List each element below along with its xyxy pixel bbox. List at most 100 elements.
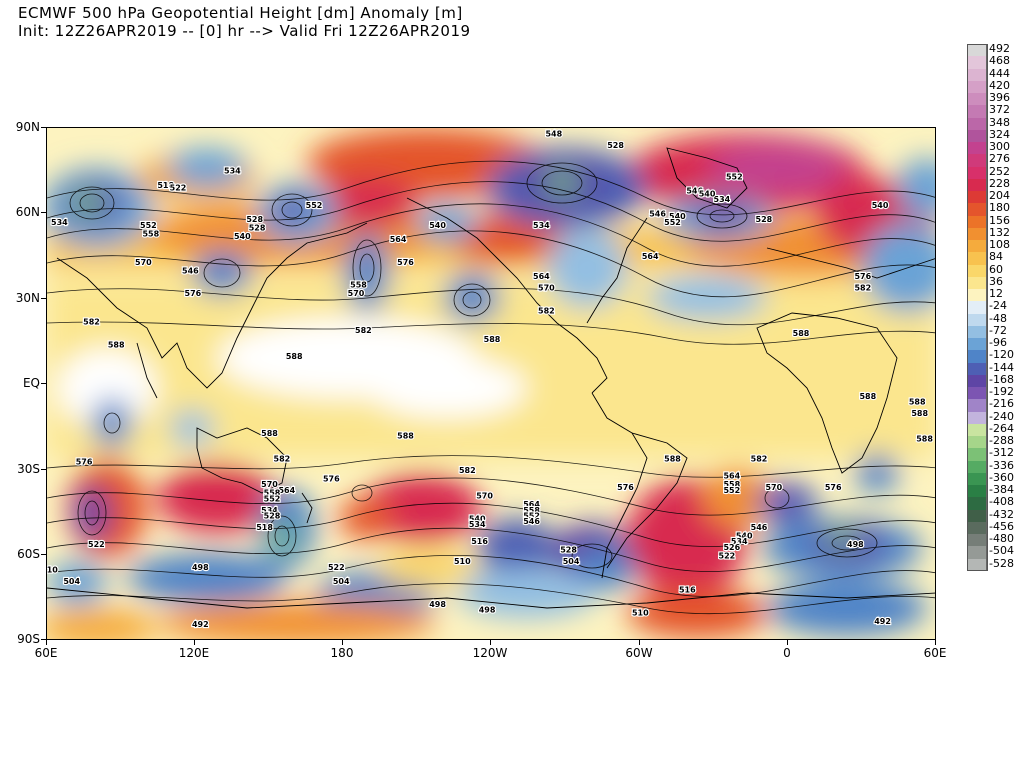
colorbar-level: 444 [967, 67, 1021, 81]
contour-label: 588 [664, 454, 681, 463]
contour-label: 498 [479, 606, 496, 615]
contour-label: 570 [135, 258, 152, 267]
colorbar-swatch [967, 534, 987, 547]
colorbar-swatch [967, 338, 987, 351]
colorbar-swatch [967, 264, 987, 277]
colorbar-label: 132 [989, 225, 1010, 239]
colorbar-swatch [967, 105, 987, 118]
contour-label: 570 [476, 492, 493, 501]
north-america-east-coast [586, 217, 648, 324]
colorbar-level: -432 [967, 508, 1021, 522]
height-contours [47, 160, 935, 615]
contour-label: 552 [264, 494, 281, 503]
lon-tick [46, 640, 47, 645]
contour-label: 504 [63, 577, 80, 586]
contour-label: 498 [429, 600, 446, 609]
contour-label: 588 [916, 435, 933, 444]
colorbar-label: -480 [989, 532, 1014, 545]
colorbar-swatch [967, 509, 987, 522]
colorbar-swatch [967, 166, 987, 179]
colorbar-label: 228 [989, 176, 1010, 190]
lon-label-60w: 60W [625, 646, 653, 660]
colorbar-swatch [967, 44, 987, 57]
contour-label: 528 [607, 141, 624, 150]
colorbar-level: 156 [967, 214, 1021, 228]
colorbar-label: 348 [989, 115, 1010, 129]
lat-tick [41, 554, 46, 555]
colorbar-swatch [967, 546, 987, 559]
colorbar-swatch [967, 497, 987, 510]
lat-label-90s: 90S [17, 632, 40, 646]
colorbar-swatch [967, 558, 987, 571]
contour-label: 534 [714, 195, 731, 204]
lon-label-120e: 120E [178, 646, 210, 660]
contour-label: 504 [333, 577, 350, 586]
colorbar-label: -144 [989, 360, 1014, 374]
contour-label: 510 [454, 557, 471, 566]
colorbar-label: -456 [989, 519, 1014, 533]
contour-label: 522 [719, 551, 736, 560]
contour-label: 492 [192, 620, 209, 629]
contour-label: 564 [642, 252, 659, 261]
contour-label: 564 [723, 472, 740, 481]
colorbar-swatch [967, 521, 987, 534]
contour-label: 588 [397, 432, 414, 441]
colorbar-level: -72 [967, 324, 1021, 338]
coastlines [47, 147, 935, 609]
contour-label: 516 [471, 537, 488, 546]
colorbar-label: 324 [989, 127, 1010, 141]
europe-coast [766, 247, 935, 279]
colorbar-label: -288 [989, 434, 1014, 447]
colorbar-level: -480 [967, 532, 1021, 547]
contour-label: 546 [523, 517, 540, 526]
colorbar-label: -216 [989, 397, 1014, 411]
colorbar-label: 12 [989, 287, 1003, 300]
contour-label: 588 [108, 340, 125, 349]
colorbar-swatch [967, 313, 987, 326]
colorbar-level: -288 [967, 434, 1021, 449]
colorbar-label: 180 [989, 201, 1010, 215]
contour-label: 504 [563, 557, 580, 566]
contour-label: 540 [699, 189, 716, 198]
map-subtitle: Init: 12Z26APR2019 -- [0] hr --> Valid F… [18, 22, 471, 40]
colorbar-level: 84 [967, 251, 1021, 265]
lat-label-30n: 30N [15, 291, 40, 305]
colorbar-label: -240 [989, 409, 1014, 423]
lon-label-180: 180 [330, 646, 354, 660]
contour-label: 546 [649, 209, 666, 218]
contour-label: 588 [859, 392, 876, 401]
contour-label: 552 [140, 221, 157, 230]
colorbar-level: -408 [967, 495, 1021, 510]
lat-label-90n: 90N [15, 120, 40, 134]
colorbar-swatch [967, 215, 987, 228]
colorbar-swatch [967, 80, 987, 93]
asia-coast [56, 222, 368, 389]
colorbar-label: 492 [989, 42, 1010, 55]
contour-label: 528 [249, 224, 266, 233]
contour-label: 510 [632, 608, 649, 617]
contour-label: 540 [872, 201, 889, 210]
colorbar-swatch [967, 93, 987, 106]
colorbar-label: -408 [989, 495, 1014, 509]
colorbar-swatch [967, 227, 987, 240]
contour-label: 552 [664, 218, 681, 227]
contour-label: 534 [469, 520, 486, 529]
contour-label: 570 [348, 289, 365, 298]
contour-label: 518 [256, 523, 273, 532]
contour-label: 540 [669, 212, 686, 221]
colorbar-level: -336 [967, 459, 1021, 473]
colorbar-level: 204 [967, 190, 1021, 204]
contour-label: 540 [234, 232, 251, 241]
colorbar-level: -192 [967, 386, 1021, 400]
contour-label: 576 [825, 483, 842, 492]
colorbar-label: -96 [989, 336, 1007, 349]
contour-label: 516 [679, 586, 696, 595]
colorbar-swatch [967, 203, 987, 216]
contour-label: 588 [793, 329, 810, 338]
south-america-east-coast [606, 432, 688, 569]
contour-label: 540 [736, 531, 753, 540]
colorbar-swatch [967, 129, 987, 142]
colorbar-swatch [967, 387, 987, 400]
colorbar: 492 468 444 420 396 372 348 324 300 276 252 228 204 1… [967, 42, 1021, 571]
colorbar-swatch [967, 178, 987, 191]
